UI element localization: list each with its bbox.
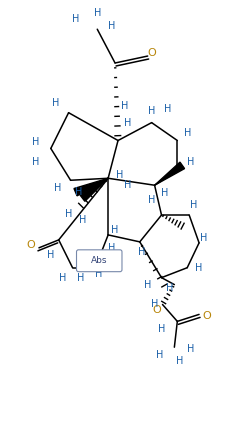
Text: H: H [121,101,129,111]
Text: H: H [187,344,195,354]
Text: H: H [138,247,145,257]
Text: Abs: Abs [91,256,108,265]
Text: H: H [108,21,116,31]
Polygon shape [155,162,185,185]
Text: H: H [124,118,132,128]
Text: H: H [151,299,158,310]
Text: H: H [32,137,40,148]
Text: H: H [158,324,165,334]
Text: H: H [124,180,132,190]
Text: H: H [79,215,86,225]
Text: H: H [108,243,116,253]
Text: H: H [166,283,173,292]
Text: H: H [184,128,191,138]
Text: H: H [72,14,79,24]
Text: H: H [94,8,101,18]
Text: O: O [203,311,211,322]
Text: H: H [195,263,203,273]
Text: H: H [95,268,102,279]
Text: H: H [65,209,72,219]
Text: H: H [191,200,198,210]
Text: H: H [116,170,124,180]
Text: H: H [148,106,155,116]
Text: H: H [144,280,151,290]
Text: H: H [32,157,40,167]
Text: H: H [164,104,171,114]
Text: H: H [156,350,163,360]
Text: H: H [75,187,82,197]
Text: H: H [187,157,195,167]
Text: H: H [59,272,66,283]
Polygon shape [80,178,108,201]
Text: H: H [176,356,183,366]
Text: H: H [200,233,208,243]
Text: H: H [52,98,60,108]
Text: H: H [111,225,119,235]
FancyBboxPatch shape [77,250,122,272]
Text: O: O [27,240,36,250]
Text: H: H [148,195,155,205]
Text: O: O [152,305,161,315]
Text: H: H [54,183,61,193]
Text: H: H [47,250,54,260]
Text: H: H [77,272,84,283]
Text: H: H [161,188,168,198]
Polygon shape [74,178,108,196]
Text: O: O [147,48,156,58]
